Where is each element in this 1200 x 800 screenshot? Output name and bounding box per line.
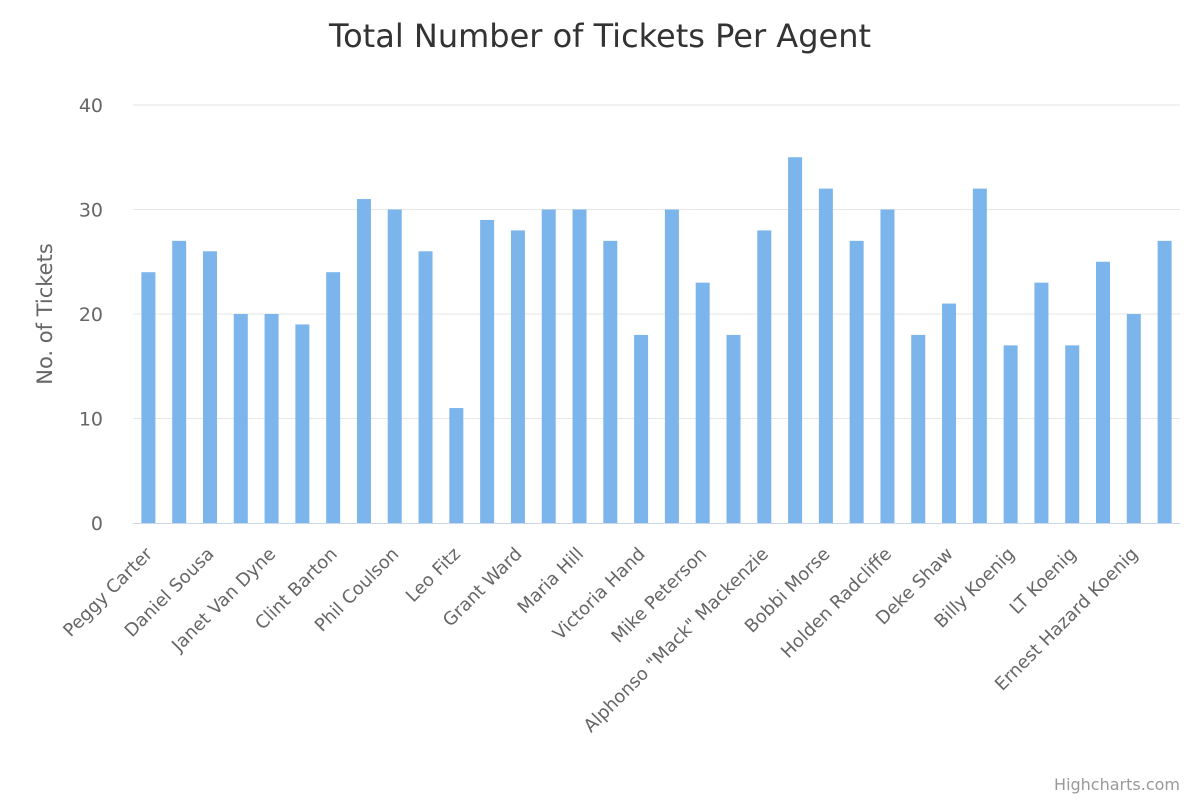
- x-tick-label: Janet Van Dyne: [167, 544, 280, 657]
- y-tick-label: 20: [79, 304, 103, 326]
- y-tick-label: 10: [79, 409, 103, 431]
- bar[interactable]: [911, 334, 926, 523]
- y-tick-label: 0: [91, 513, 103, 535]
- bar[interactable]: [1126, 314, 1141, 523]
- bar[interactable]: [880, 209, 895, 524]
- bar[interactable]: [418, 251, 433, 524]
- bar[interactable]: [326, 272, 341, 523]
- credits-link[interactable]: Highcharts.com: [1054, 775, 1180, 794]
- bar[interactable]: [449, 408, 464, 523]
- y-tick-label: 30: [79, 200, 103, 222]
- bar[interactable]: [264, 314, 279, 523]
- bar[interactable]: [726, 334, 741, 523]
- bar[interactable]: [387, 209, 402, 524]
- bar[interactable]: [1065, 345, 1080, 523]
- bar[interactable]: [233, 314, 248, 523]
- bar[interactable]: [634, 334, 649, 523]
- y-axis-label: No. of Tickets: [33, 243, 57, 385]
- bar[interactable]: [356, 199, 371, 524]
- y-axis-ticks: 0 10 20 30 40: [79, 95, 103, 535]
- bar[interactable]: [942, 303, 957, 523]
- grid-lines: [133, 104, 1180, 419]
- bar[interactable]: [818, 188, 833, 523]
- bar[interactable]: [664, 209, 679, 524]
- bar[interactable]: [603, 240, 618, 523]
- bar[interactable]: [541, 209, 556, 524]
- bar[interactable]: [202, 251, 217, 524]
- bar[interactable]: [1096, 261, 1111, 523]
- bar[interactable]: [757, 230, 772, 523]
- bar[interactable]: [172, 240, 187, 523]
- x-tick-label: Holden Radcliffe: [777, 544, 896, 663]
- bar[interactable]: [972, 188, 987, 523]
- bar[interactable]: [695, 282, 710, 523]
- bars: [141, 157, 1172, 524]
- x-tick-label: Leo Fitz: [402, 544, 465, 607]
- bar[interactable]: [480, 219, 495, 523]
- bar[interactable]: [1157, 240, 1172, 523]
- bar[interactable]: [141, 272, 156, 523]
- bar[interactable]: [510, 230, 525, 523]
- bar[interactable]: [572, 209, 587, 524]
- bar[interactable]: [1003, 345, 1018, 523]
- chart-title: Total Number of Tickets Per Agent: [328, 17, 871, 55]
- bar[interactable]: [849, 240, 864, 523]
- y-tick-label: 40: [79, 95, 103, 117]
- bar[interactable]: [1034, 282, 1049, 523]
- bar[interactable]: [788, 157, 803, 523]
- bar[interactable]: [295, 324, 310, 523]
